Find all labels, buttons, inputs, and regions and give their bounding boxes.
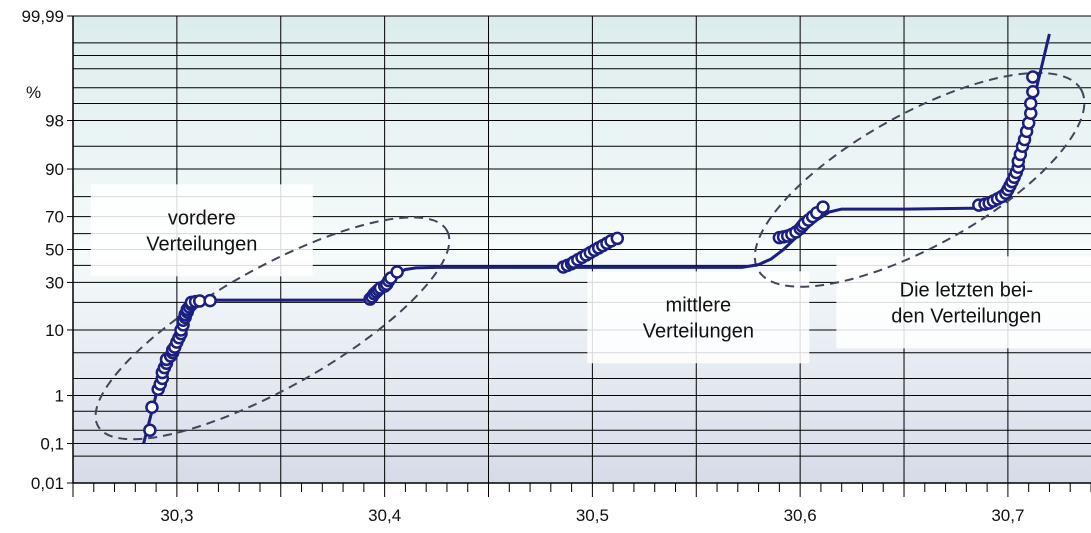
x-tick-label: 30,7 [991,506,1024,525]
x-tick-label: 30,5 [576,506,609,525]
group-ellipse [753,71,1086,288]
y-tick-label: 98 [45,112,64,131]
data-point [203,293,217,308]
data-point [1026,70,1040,84]
data-point [1024,96,1038,111]
y-tick-label: 1 [55,387,64,406]
annotation-label: Die letzten bei-den Verteilungen [891,279,1041,327]
data-point [816,200,830,214]
annotation-box [90,184,313,277]
group-ellipses [94,71,1086,441]
axes: 0,01 0,1 1 10 30 50 70 90 98 99,99% 30,3 30,4 30,5 30… [21,7,1091,525]
annotation-line: Verteilungen [146,233,257,255]
y-tick-label: 10 [45,321,64,340]
data-point [390,265,404,279]
annotation-line: Die letzten bei- [900,279,1033,301]
y-tick-label: 50 [45,241,64,260]
data-points [143,70,1040,437]
annotation-label: mittlere Verteilungen [643,294,754,342]
annotation-boxes [90,184,1091,364]
annotation-box [587,271,810,364]
data-point [1026,85,1040,99]
data-point [145,400,159,414]
x-tick-label: 30,4 [368,506,401,525]
annotation-label: vordere Verteilungen [146,207,257,255]
y-tick-label: 0,01 [31,474,64,493]
y-tick-label: 70 [45,208,64,227]
x-tick-label: 30,3 [160,506,193,525]
group-ellipse [94,216,451,441]
annotation-line: Verteilungen [643,320,754,342]
y-tick-label: 30 [45,273,64,292]
y-axis-label: % [26,83,41,102]
data-point [610,231,625,246]
y-tick-label: 99,99 [21,7,64,26]
annotation-labels: vordere Verteilungen mittlere Verteilungen D… [146,207,1041,342]
annotation-box [836,256,1091,349]
data-point [143,423,157,437]
y-tick-label: 0,1 [40,435,64,454]
annotation-line: vordere [168,207,236,229]
y-tick-label: 90 [45,160,64,179]
annotation-line: den Verteilungen [891,305,1041,327]
x-tick-label: 30,6 [784,506,817,525]
annotation-line: mittlere [666,294,732,316]
